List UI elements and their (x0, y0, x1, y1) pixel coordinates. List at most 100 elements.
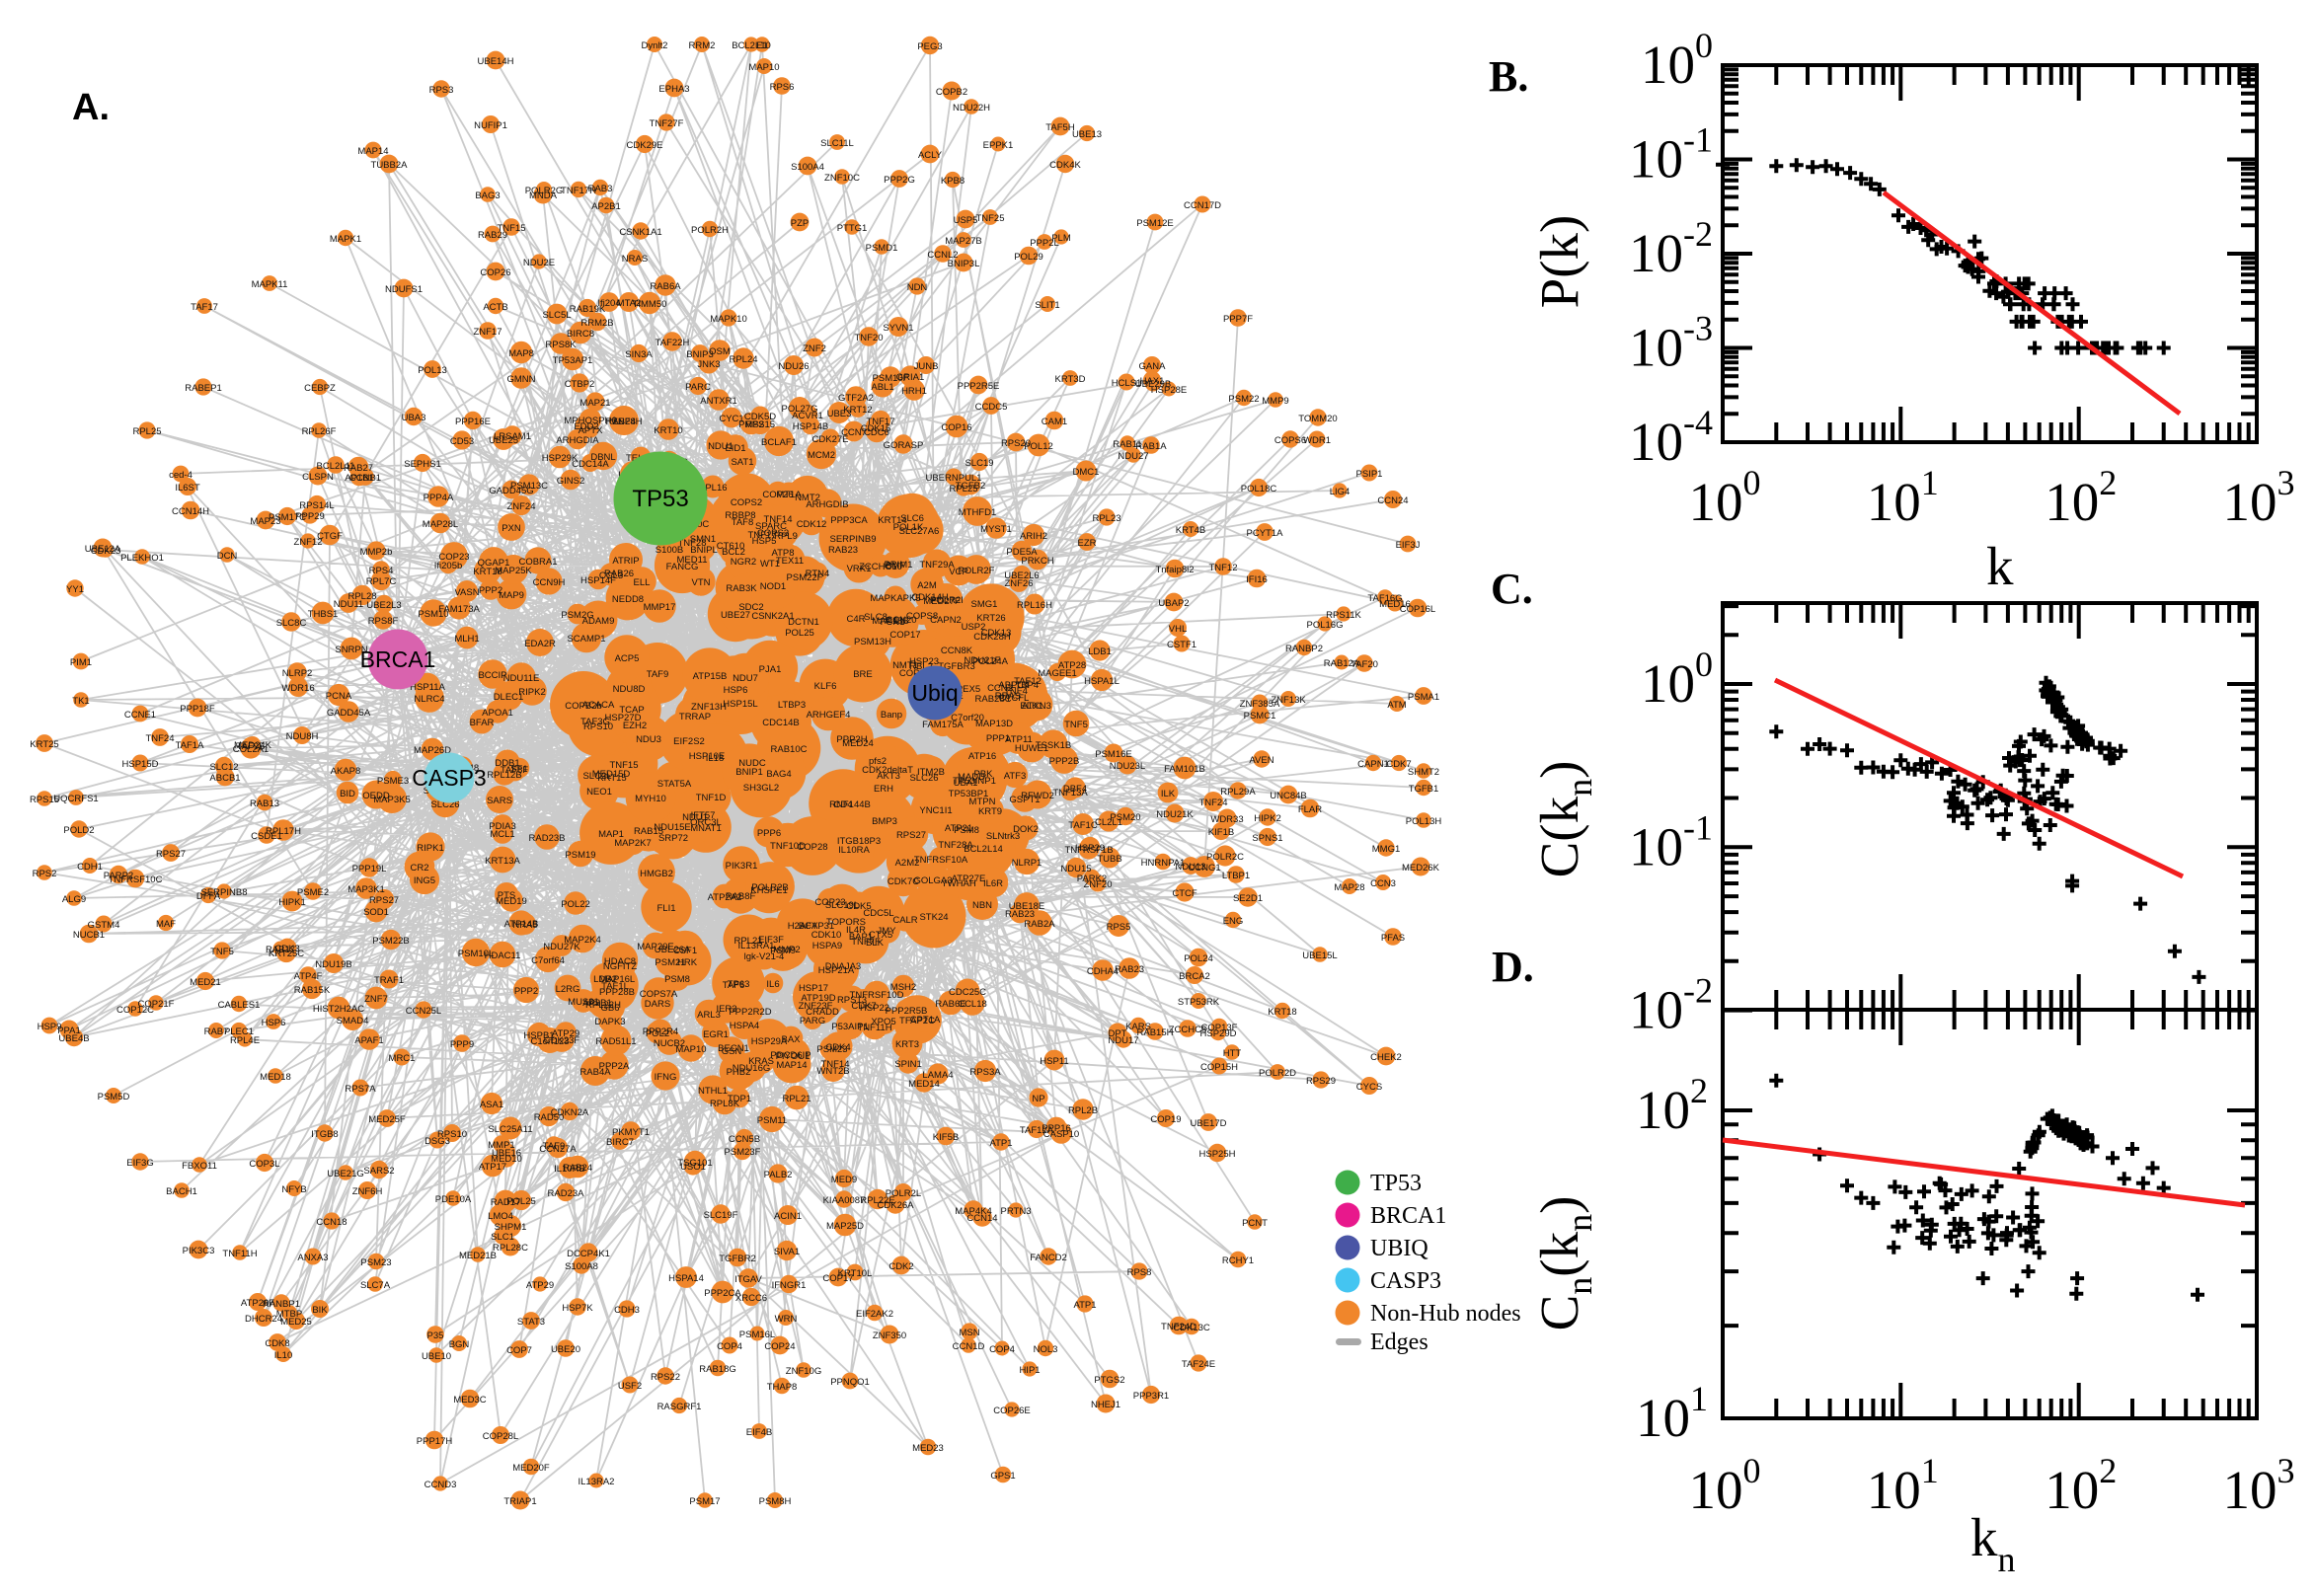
svg-text:SLNtrk3: SLNtrk3 (986, 831, 1020, 842)
svg-text:COP4: COP4 (989, 1344, 1015, 1355)
svg-text:MMP9: MMP9 (1262, 396, 1288, 407)
svg-text:APTX: APTX (579, 425, 603, 436)
svg-text:PSM17: PSM17 (689, 1496, 720, 1507)
svg-text:UBE10: UBE10 (422, 1351, 451, 1362)
svg-text:HSP23: HSP23 (909, 656, 939, 667)
svg-text:MED3C: MED3C (453, 1395, 486, 1406)
svg-text:KRAS: KRAS (748, 1056, 774, 1067)
svg-text:AP1B1: AP1B1 (345, 473, 374, 484)
svg-text:SMAD4: SMAD4 (337, 1016, 369, 1026)
svg-text:CDK7: CDK7 (1386, 759, 1411, 770)
svg-text:BFAR: BFAR (470, 718, 495, 728)
svg-text:C7orf20: C7orf20 (951, 713, 984, 723)
svg-text:BCL2: BCL2 (722, 547, 745, 558)
svg-text:HSP7K: HSP7K (562, 1303, 593, 1314)
svg-text:PSM5D: PSM5D (98, 1092, 130, 1102)
svg-text:TAF20: TAF20 (1351, 659, 1378, 670)
svg-text:MADD: MADD (958, 772, 985, 783)
svg-text:HSP17: HSP17 (799, 983, 828, 994)
svg-text:ACTB: ACTB (483, 302, 507, 313)
svg-text:TNF14: TNF14 (820, 1059, 849, 1070)
svg-text:RPS4: RPS4 (369, 566, 394, 576)
svg-text:RPS8F: RPS8F (368, 616, 399, 627)
svg-text:TRIAP1: TRIAP1 (503, 1496, 536, 1507)
svg-text:DDB1: DDB1 (495, 758, 519, 769)
svg-text:CEBPZ: CEBPZ (304, 383, 336, 394)
svg-text:HSP11: HSP11 (1040, 1056, 1068, 1067)
svg-text:RAB4A: RAB4A (579, 1067, 611, 1078)
svg-text:UBE12A: UBE12A (85, 544, 121, 555)
svg-text:ACVR1: ACVR1 (792, 411, 823, 421)
svg-text:RAB7: RAB7 (204, 1026, 229, 1037)
svg-text:STP53RK: STP53RK (1178, 997, 1220, 1008)
svg-text:SE2D1: SE2D1 (1233, 893, 1263, 904)
svg-text:USP2: USP2 (962, 622, 986, 633)
svg-text:CDC5L: CDC5L (863, 908, 893, 919)
svg-text:A.: A. (72, 87, 110, 128)
svg-text:RAD51L1: RAD51L1 (595, 1036, 636, 1047)
svg-text:RAB11: RAB11 (1113, 439, 1141, 450)
svg-text:IL4R: IL4R (846, 925, 866, 936)
svg-text:RPL29A: RPL29A (1220, 787, 1256, 798)
svg-text:POL16G: POL16G (1307, 620, 1344, 631)
svg-text:GPS1: GPS1 (990, 1471, 1015, 1482)
svg-text:MMP1: MMP1 (488, 1140, 514, 1151)
svg-text:ZNF7: ZNF7 (364, 994, 388, 1005)
svg-text:PSM17C: PSM17C (269, 512, 306, 523)
svg-text:MED21: MED21 (190, 977, 221, 988)
svg-text:CAM1: CAM1 (1042, 417, 1067, 427)
svg-text:NBN: NBN (972, 900, 992, 911)
svg-text:SPIN1: SPIN1 (894, 1059, 921, 1070)
svg-text:USO1: USO1 (680, 1162, 706, 1173)
svg-text:PRIM1: PRIM1 (884, 560, 912, 570)
svg-text:HIPK2: HIPK2 (1254, 813, 1280, 824)
svg-text:TNF24D: TNF24D (1161, 1322, 1197, 1332)
svg-text:Ifi205b: Ifi205b (434, 561, 463, 571)
svg-text:JMY: JMY (878, 926, 897, 937)
svg-text:BIK: BIK (312, 1305, 328, 1316)
svg-text:HRH1: HRH1 (901, 386, 927, 397)
svg-text:CDK5: CDK5 (846, 901, 871, 912)
svg-text:COPS7A: COPS7A (640, 989, 678, 1000)
svg-text:BIRC8: BIRC8 (567, 329, 594, 340)
svg-text:POLR2C: POLR2C (1206, 852, 1244, 863)
svg-text:ATP15B: ATP15B (693, 671, 728, 682)
svg-text:PTGS2: PTGS2 (1094, 1375, 1124, 1386)
svg-text:MAP3K5: MAP3K5 (373, 795, 411, 805)
svg-text:BMP3: BMP3 (872, 816, 897, 827)
svg-text:SLIT1: SLIT1 (1035, 300, 1059, 311)
svg-text:POL13: POL13 (418, 365, 447, 376)
svg-text:CD4: CD4 (833, 799, 852, 810)
svg-text:PSM16E: PSM16E (1095, 749, 1132, 760)
svg-text:TNF15: TNF15 (609, 760, 638, 771)
svg-text:ZCCHC10: ZCCHC10 (859, 562, 902, 572)
svg-text:XRCC6: XRCC6 (735, 1293, 767, 1304)
svg-text:CCN7: CCN7 (841, 427, 867, 438)
svg-text:TP63: TP63 (728, 979, 750, 990)
svg-text:BAP1: BAP1 (849, 932, 873, 943)
svg-text:PSM9: PSM9 (770, 946, 796, 956)
svg-text:CTCF: CTCF (1172, 888, 1197, 899)
svg-text:NDU15E: NDU15E (654, 822, 691, 833)
svg-text:CDK2: CDK2 (888, 1261, 913, 1272)
svg-text:ATP1: ATP1 (1073, 1300, 1096, 1311)
svg-text:HSP29K: HSP29K (542, 453, 579, 464)
svg-text:UBE13: UBE13 (1072, 129, 1102, 140)
svg-text:COP23: COP23 (814, 897, 845, 908)
svg-text:NDU8H: NDU8H (286, 731, 319, 742)
svg-text:TAF9: TAF9 (647, 669, 669, 680)
svg-text:CTGF: CTGF (317, 531, 343, 542)
svg-text:CASP3: CASP3 (412, 765, 486, 791)
svg-text:RPL28C: RPL28C (493, 1243, 528, 1254)
svg-text:MED16: MED16 (1379, 599, 1411, 610)
svg-text:RAB15: RAB15 (634, 826, 663, 837)
svg-text:ced-4: ced-4 (169, 470, 193, 481)
svg-text:TNFRSF1B: TNFRSF1B (1064, 845, 1113, 856)
svg-text:TAF12: TAF12 (1014, 676, 1042, 687)
svg-text:COPS3: COPS3 (757, 528, 789, 539)
svg-text:UNC84B: UNC84B (1270, 791, 1307, 801)
svg-text:RPL24: RPL24 (729, 354, 757, 365)
svg-text:MAP27B: MAP27B (945, 236, 982, 247)
svg-text:BNIP3: BNIP3 (686, 349, 713, 360)
svg-text:P(k): P(k) (1529, 215, 1589, 309)
